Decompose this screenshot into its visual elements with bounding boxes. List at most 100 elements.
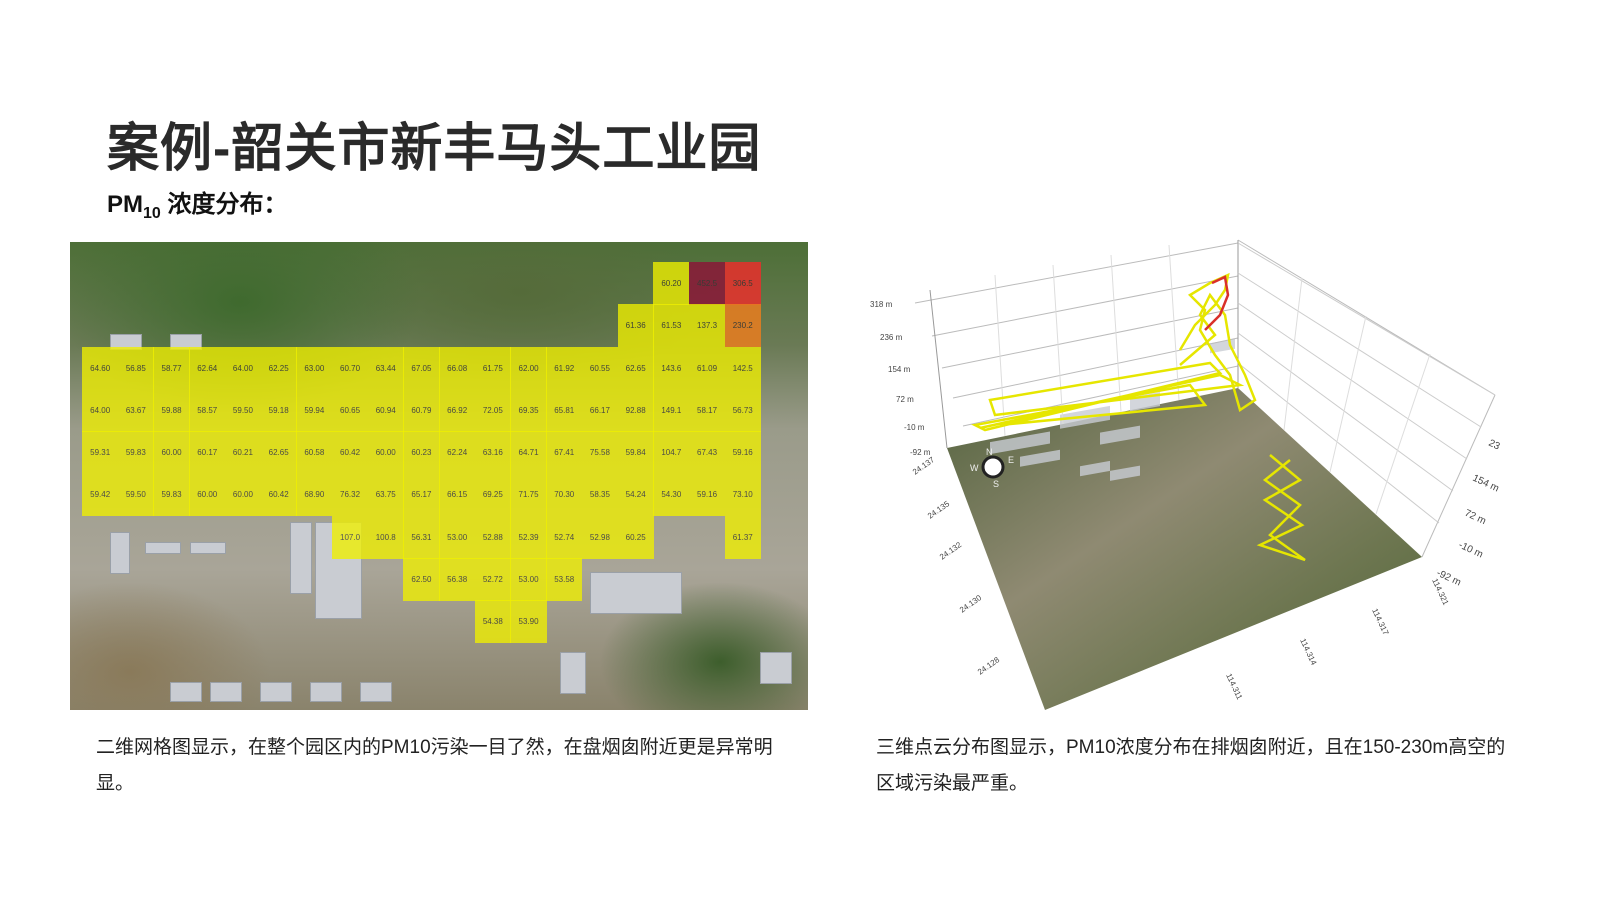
building-roof: [590, 572, 682, 614]
grid-cell: 62.24: [439, 431, 476, 475]
z-gridline-right: [1237, 302, 1468, 460]
grid-cell: 53.00: [439, 515, 476, 559]
grid-cell: 59.42: [82, 473, 119, 517]
grid-cell: 143.6: [653, 346, 690, 390]
grid-cell: 52.98: [581, 515, 619, 559]
grid-cell: 63.75: [367, 473, 404, 517]
building-roof: [1020, 449, 1060, 467]
grid-cell: 60.00: [224, 473, 262, 517]
grid-cell: 230.2: [724, 304, 761, 348]
z-tick-right: 72 m: [1463, 508, 1488, 527]
grid-cell: 52.74: [546, 515, 583, 559]
grid-cell: 71.75: [510, 473, 547, 517]
building-roof: [560, 652, 586, 694]
lat-tick: 24.137: [911, 455, 937, 477]
pm10-3d-point-cloud: 318 m 236 m 154 m 72 m -10 m -92 m 23 154 m 72 m…: [870, 239, 1502, 710]
grid-cell: 67.05: [403, 346, 440, 390]
satellite-ground: [947, 388, 1422, 710]
grid-cell: 100.8: [367, 515, 404, 559]
grid-cell: 61.92: [546, 346, 583, 390]
building-roof: [170, 682, 202, 702]
grid-cell: 63.67: [117, 388, 154, 432]
grid-cell: 60.42: [260, 473, 297, 517]
z-gridline-right: [1237, 362, 1440, 524]
grid-cell: 60.00: [189, 473, 226, 517]
grid-cell: 60.23: [403, 431, 440, 475]
grid-cell: 59.84: [617, 431, 654, 475]
grid-cell: 56.73: [724, 388, 761, 432]
building-roof: [360, 682, 392, 702]
x-gridline-back: [994, 274, 1006, 437]
building-roof: [290, 522, 312, 594]
grid-cell: 58.57: [189, 388, 226, 432]
lat-tick: 24.130: [958, 593, 984, 615]
z-gridline-right: [1237, 272, 1482, 428]
z-tick-left: 236 m: [880, 333, 903, 342]
grid-cell: 61.09: [688, 346, 726, 390]
grid-cell: 53.90: [510, 600, 547, 644]
grid-cell: 60.58: [296, 431, 333, 475]
x-gridline-back: [1110, 254, 1122, 413]
z-tick-left: 154 m: [888, 365, 911, 374]
z-tick-left: -92 m: [910, 448, 931, 457]
grid-cell: 66.15: [439, 473, 476, 517]
grid-cell: 54.30: [653, 473, 690, 517]
z-tick-left: 72 m: [896, 395, 914, 404]
x-gridline-back: [1052, 264, 1064, 425]
building-roof: [145, 542, 181, 554]
grid-cell: 65.81: [546, 388, 583, 432]
grid-cell: 58.17: [688, 388, 726, 432]
grid-cell: 104.7: [653, 431, 690, 475]
grid-cell: 60.79: [403, 388, 440, 432]
grid-cell: 60.94: [367, 388, 404, 432]
grid-cell: 63.16: [474, 431, 511, 475]
grid-cell: 75.58: [581, 431, 619, 475]
grid-cell: 62.64: [189, 346, 226, 390]
grid-cell: 56.85: [117, 346, 154, 390]
flight-track-vertical: [1256, 454, 1306, 562]
compass-south: S: [993, 479, 999, 489]
grid-cell: 60.21: [224, 431, 262, 475]
grid-cell: 60.55: [581, 346, 619, 390]
grid-cell: 64.00: [224, 346, 262, 390]
flight-track: [971, 361, 1245, 432]
grid-cell: 52.72: [474, 558, 511, 601]
grid-cell: 137.3: [688, 304, 726, 348]
compass-icon: [981, 455, 1005, 479]
grid-cell: 64.00: [82, 388, 119, 432]
left-caption: 二维网格图显示，在整个园区内的PM10污染一目了然，在盘烟囱附近更是异常明显。: [96, 737, 773, 794]
grid-cell: 53.00: [510, 558, 547, 601]
grid-cell: 54.24: [617, 473, 654, 517]
lon-tick: 114.311: [1224, 672, 1244, 701]
grid-cell: 92.88: [617, 388, 654, 432]
section-subtitle: PM10 浓度分布：: [107, 184, 287, 223]
building-roof: [1110, 465, 1140, 481]
building-roof: [210, 682, 242, 702]
grid-cell: 66.17: [581, 388, 619, 432]
grid-cell: 61.37: [724, 515, 761, 559]
building-roof: [990, 431, 1050, 455]
page-title: 案例-韶关市新丰马头工业园: [107, 120, 762, 178]
z-tick-right: 154 m: [1471, 473, 1501, 495]
grid-cell: 52.39: [510, 515, 547, 559]
grid-cell: 63.00: [296, 346, 333, 390]
compass-north: N: [986, 447, 993, 457]
building-roof: [760, 652, 792, 684]
grid-cell: 66.92: [439, 388, 476, 432]
grid-cell: 66.08: [439, 346, 476, 390]
z-tick-left: 318 m: [870, 300, 893, 309]
grid-cell: 67.43: [688, 431, 726, 475]
grid-cell: 59.31: [82, 431, 119, 475]
grid-cell: 60.00: [367, 431, 404, 475]
grid-cell: 149.1: [653, 388, 690, 432]
grid-cell: 60.42: [331, 431, 369, 475]
z-tick-left: -10 m: [904, 423, 925, 432]
grid-cell: 64.60: [82, 346, 119, 390]
grid-cell: 65.17: [403, 473, 440, 517]
grid-cell: 62.50: [403, 558, 440, 601]
grid-cell: 56.31: [403, 515, 440, 559]
compass-west: W: [970, 463, 979, 473]
y-gridline-right: [1375, 353, 1431, 515]
building-roof: [310, 682, 342, 702]
grid-cell: 73.10: [724, 473, 761, 517]
